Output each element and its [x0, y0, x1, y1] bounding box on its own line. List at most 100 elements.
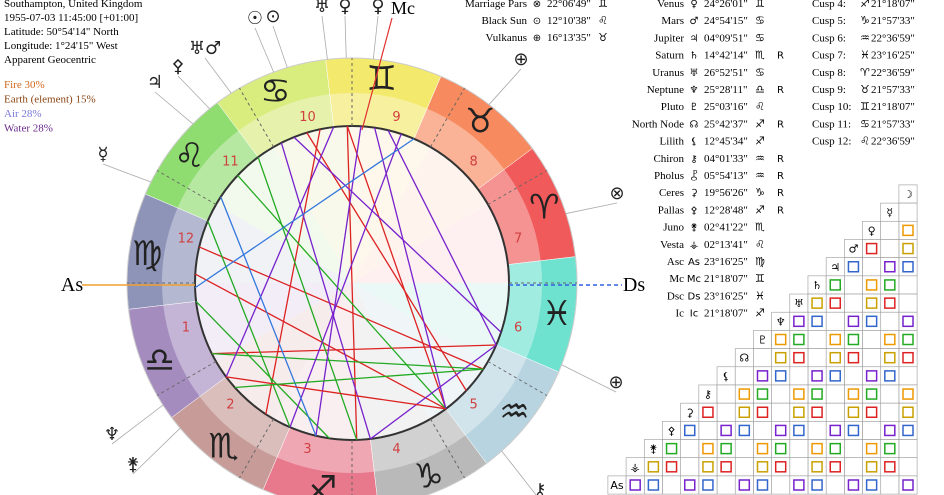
position-sign: ♐: [755, 117, 765, 130]
sign-glyph: ♓: [542, 294, 572, 334]
glyph-pointer: [132, 427, 181, 475]
extra-point-glyph: ⊕: [533, 33, 541, 44]
grid-cell: [807, 384, 827, 404]
grid-cell: [880, 257, 900, 277]
grid-cell: [825, 475, 845, 495]
aspect-mark: [738, 406, 751, 418]
grid-cell: [734, 384, 754, 404]
grid-cell: [807, 475, 827, 495]
position-sign: ♏: [755, 221, 765, 234]
position-glyph: ⚴: [690, 205, 697, 216]
position-sign: ♒: [755, 169, 765, 182]
grid-cell: [825, 402, 845, 422]
aspect-mark: [702, 406, 714, 418]
grid-glyph: ♇: [758, 334, 768, 347]
grid-cell: [898, 366, 918, 386]
position-label: Jupiter: [654, 32, 684, 44]
extra-point-sign: ♊: [598, 0, 608, 10]
grid-cell: [771, 366, 791, 386]
glyph-pointer: [154, 91, 194, 125]
sign-glyph: ♒: [499, 392, 529, 432]
extra-point-label: Vulkanus: [485, 32, 527, 44]
house-cusp: [239, 418, 274, 479]
grid-cell: [716, 402, 736, 422]
position-label: Saturn: [655, 50, 684, 62]
aspect-mark: [829, 351, 841, 364]
house-sector: [195, 204, 352, 283]
position-value: 23°16'25": [704, 256, 748, 268]
cusp-value: 21°18'07": [871, 101, 915, 113]
position-sign: ♐: [755, 135, 765, 148]
grid-cell: [862, 257, 882, 277]
grid-cell: [844, 293, 863, 313]
planet-glyph: ♀: [371, 0, 384, 17]
aspect-mark: [902, 351, 914, 364]
house-band: [445, 345, 527, 436]
grid-cell: [771, 330, 791, 349]
grid-cell: [844, 257, 863, 277]
aspect-mark: [829, 461, 841, 473]
house-number: 9: [392, 110, 400, 125]
header-line: Southampton, United Kingdom: [4, 0, 143, 10]
aspect-mark: [902, 424, 914, 437]
position-sign: ♊: [755, 272, 765, 285]
grid-cell: [844, 421, 863, 440]
aspect-mark: [902, 242, 914, 255]
position-retro: R: [777, 188, 784, 199]
grid-cell: [807, 330, 827, 349]
extra-point-label: Black Sun: [481, 15, 527, 27]
grid-cell: [880, 457, 900, 477]
position-label: Mc: [669, 273, 684, 285]
cusp-sign: ♒: [860, 31, 870, 44]
grid-cell: [898, 348, 918, 368]
cusp-sign: ♈: [860, 66, 870, 79]
grid-cell: [880, 475, 900, 495]
planet-glyph: ☿: [97, 144, 108, 165]
aspect-mark: [756, 406, 769, 418]
grid-cell: [680, 439, 700, 459]
position-label: Pluto: [661, 101, 685, 113]
position-sign: ♋: [755, 66, 765, 79]
grid-cell: [771, 421, 791, 440]
aspect-mark: [811, 388, 823, 400]
glyph-pointer: [344, 15, 347, 59]
cusp-value: 21°57'33": [871, 15, 915, 27]
house-number: 10: [299, 110, 316, 125]
house-band: [477, 169, 541, 265]
aspect-line: [198, 246, 484, 370]
grid-cell: [753, 402, 772, 422]
planet-glyph: ⊙: [265, 6, 280, 27]
aspect-mark: [756, 461, 769, 473]
aspect-line: [387, 129, 497, 346]
grid-cell: [716, 384, 736, 404]
grid-cell: [825, 275, 845, 295]
house-number: 11: [222, 154, 239, 169]
planet-glyph: ♃: [147, 72, 163, 93]
grid-glyph: ⚸: [722, 370, 730, 383]
aspect-line: [370, 344, 497, 440]
aspect-mark: [793, 351, 805, 364]
position-glyph: ⯛: [690, 170, 697, 182]
grid-cell: [862, 384, 882, 404]
aspect-mark: [902, 261, 914, 273]
aspect-mark: [847, 351, 860, 364]
aspect-mark: [793, 333, 805, 346]
grid-cell: [698, 421, 718, 440]
house-number: 1: [182, 321, 190, 336]
cusp-sign: ♑: [860, 14, 870, 27]
grid-cell: [898, 239, 918, 258]
aspect-mark: [884, 442, 896, 455]
aspect-mark: [829, 424, 841, 437]
aspect-mark: [884, 279, 896, 291]
grid-cell: [825, 384, 845, 404]
grid-cell: [844, 348, 863, 368]
cusp-sign: ♌: [860, 135, 870, 148]
aspect-mark: [865, 315, 878, 328]
header-line: Latitude: 50°54'14" North: [4, 26, 119, 38]
position-glyph: Ds: [688, 291, 701, 302]
aspect-mark: [829, 279, 841, 291]
grid-cell: [716, 475, 736, 495]
position-value: 04°09'51": [704, 32, 748, 44]
aspect-mark: [865, 297, 878, 309]
